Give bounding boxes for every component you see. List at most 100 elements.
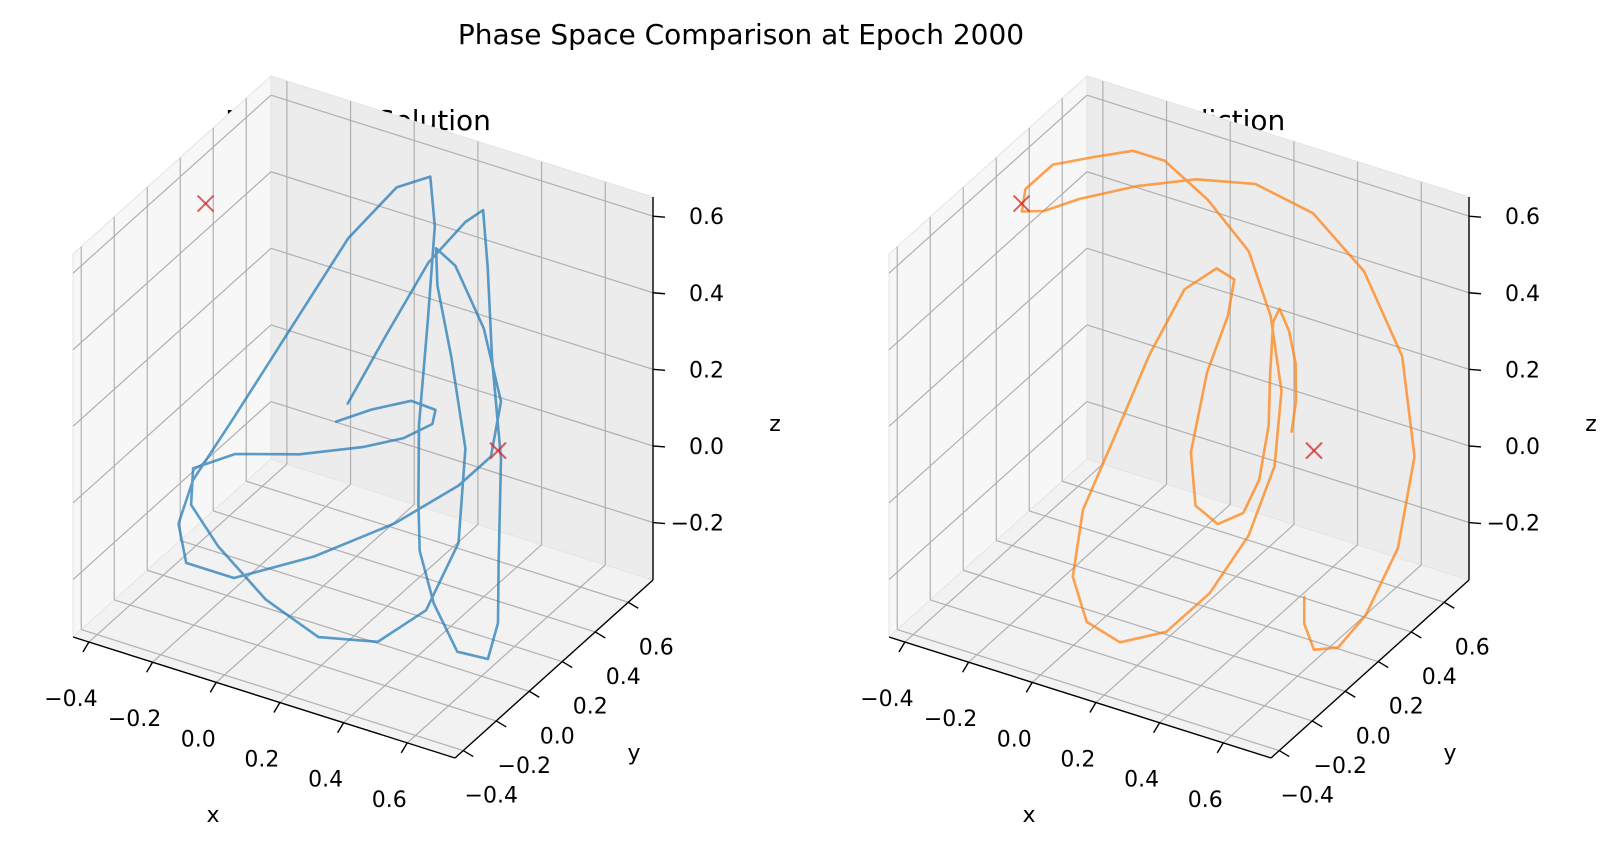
x-tick-label: −0.4 — [44, 687, 97, 712]
grid-line-z-back — [270, 400, 654, 524]
grid-line-y-floor — [213, 510, 596, 633]
z-tick-mark — [1468, 215, 1482, 218]
x-tick-label: 0.6 — [1188, 788, 1223, 813]
grid-line-y-floor — [246, 480, 629, 603]
grid-line-z-side — [888, 247, 1088, 427]
z-tick-label: 0.2 — [689, 358, 724, 383]
grid-line-y-floor — [996, 540, 1379, 663]
grid-line-z-side — [888, 401, 1088, 580]
y-tick-mark — [627, 601, 639, 609]
subplot-lstm-prediction: LSTM Prediction −0.4−0.20.00.20.40.6−0.4… — [860, 74, 1597, 828]
y-tick-label: 0.0 — [540, 724, 575, 749]
x-tick-mark — [961, 661, 970, 673]
z-axis-label-lstm: z — [1585, 412, 1597, 437]
y-tick-mark — [1344, 690, 1356, 698]
grid-line-z-side — [888, 324, 1088, 504]
z-tick-label: 0.6 — [689, 205, 724, 230]
z-tick-mark — [1468, 292, 1482, 295]
z-tick-label: 0.0 — [689, 435, 724, 460]
x-tick-label: 0.2 — [1060, 748, 1095, 773]
grid-line-z-back — [1086, 94, 1470, 217]
x-axis-label-numerical: x — [206, 803, 219, 828]
pane-edge — [1086, 75, 1470, 198]
pane-edge — [270, 75, 654, 198]
axes3d-grid-lstm — [888, 81, 1470, 752]
grid-line-z-side — [72, 401, 272, 580]
subplot-numerical-solution: Numerical Solution −0.4−0.20.00.20.40.6−… — [44, 74, 781, 828]
y-tick-mark — [561, 660, 573, 669]
grid-line-x-floor — [279, 524, 479, 703]
y-tick-label: 0.6 — [1455, 635, 1490, 660]
grid-line-x-floor — [1222, 564, 1422, 744]
pane-edge — [72, 75, 272, 255]
z-tick-label: −0.2 — [671, 512, 724, 537]
y-tick-mark — [495, 720, 507, 728]
x-tick-mark — [209, 682, 217, 693]
x-tick-mark — [273, 702, 281, 713]
y-tick-label: 0.4 — [1422, 665, 1457, 690]
y-tick-mark — [1410, 631, 1422, 639]
grid-line-x-floor — [88, 463, 288, 643]
z-tick-label: 0.6 — [1505, 205, 1540, 230]
trajectory-line — [1020, 149, 1416, 652]
pane-edge — [270, 458, 654, 581]
y-tick-mark — [1311, 720, 1323, 728]
grid-line-z-side — [72, 324, 272, 504]
data-layer-numerical — [177, 175, 507, 661]
cross-marker — [1012, 194, 1031, 213]
x-tick-mark — [1152, 722, 1161, 734]
x-tick-label: 0.2 — [244, 748, 279, 773]
axes3d-axis-lines-numerical — [72, 197, 666, 759]
grid-line-x-floor — [904, 463, 1104, 643]
y-tick-label: 0.0 — [1356, 724, 1391, 749]
y-tick-mark — [528, 690, 540, 698]
grid-line-z-back — [1086, 171, 1470, 294]
z-tick-mark — [1468, 445, 1482, 448]
x-tick-mark — [336, 722, 345, 734]
grid-line-y-floor — [963, 569, 1346, 692]
x-tick-mark — [1216, 742, 1224, 754]
x-tick-label: 0.0 — [181, 727, 216, 752]
x-tick-label: 0.6 — [372, 788, 407, 813]
grid-line-y-floor — [1029, 510, 1412, 633]
z-tick-mark — [652, 445, 666, 448]
y-axis-line — [1270, 579, 1470, 759]
y-tick-mark — [462, 749, 474, 758]
x-tick-label: 0.4 — [308, 768, 343, 793]
data-layer-lstm — [1012, 149, 1416, 652]
grid-line-y-floor — [897, 629, 1280, 752]
z-axis-label-numerical: z — [769, 412, 781, 437]
pane-edge — [888, 458, 1088, 638]
cross-marker — [1305, 441, 1323, 460]
tick-labels-numerical: −0.4 −0.2 0.0 0.2 0.4 0.6 −0.4 −0.2 0.0 0.2 0.4 0.6… — [44, 205, 724, 813]
cross-marker — [489, 441, 507, 460]
grid-line-z-back — [270, 171, 654, 294]
grid-line-z-back — [1086, 324, 1470, 447]
x-tick-label: −0.2 — [924, 707, 977, 732]
z-tick-mark — [652, 215, 666, 218]
x-tick-label: 0.4 — [1124, 768, 1159, 793]
y-axis-line — [454, 579, 654, 759]
grid-line-z-side — [72, 247, 272, 427]
grid-line-x-floor — [968, 483, 1167, 663]
tick-labels-lstm: −0.4 −0.2 0.0 0.2 0.4 0.6 −0.4 −0.2 0.0 0.2 0.4 0.6… — [860, 205, 1540, 813]
pane-edge — [72, 458, 272, 638]
x-tick-label: −0.4 — [860, 687, 913, 712]
grid-line-x-floor — [215, 503, 415, 683]
figure-suptitle: Phase Space Comparison at Epoch 2000 — [458, 18, 1024, 51]
x-tick-mark — [898, 641, 906, 653]
y-tick-label: 0.4 — [606, 665, 641, 690]
cross-marker — [196, 194, 215, 213]
x-tick-label: 0.0 — [997, 727, 1032, 752]
grid-line-x-floor — [343, 544, 542, 724]
grid-line-z-back — [270, 324, 654, 447]
y-tick-mark — [1278, 749, 1290, 758]
z-tick-label: 0.0 — [1505, 435, 1540, 460]
y-tick-label: 0.2 — [1389, 695, 1424, 720]
grid-line-y-floor — [930, 599, 1313, 722]
grid-line-x-floor — [1095, 524, 1295, 703]
y-tick-label: −0.2 — [498, 754, 551, 779]
grid-line-z-back — [270, 247, 654, 370]
y-tick-label: 0.6 — [639, 635, 674, 660]
